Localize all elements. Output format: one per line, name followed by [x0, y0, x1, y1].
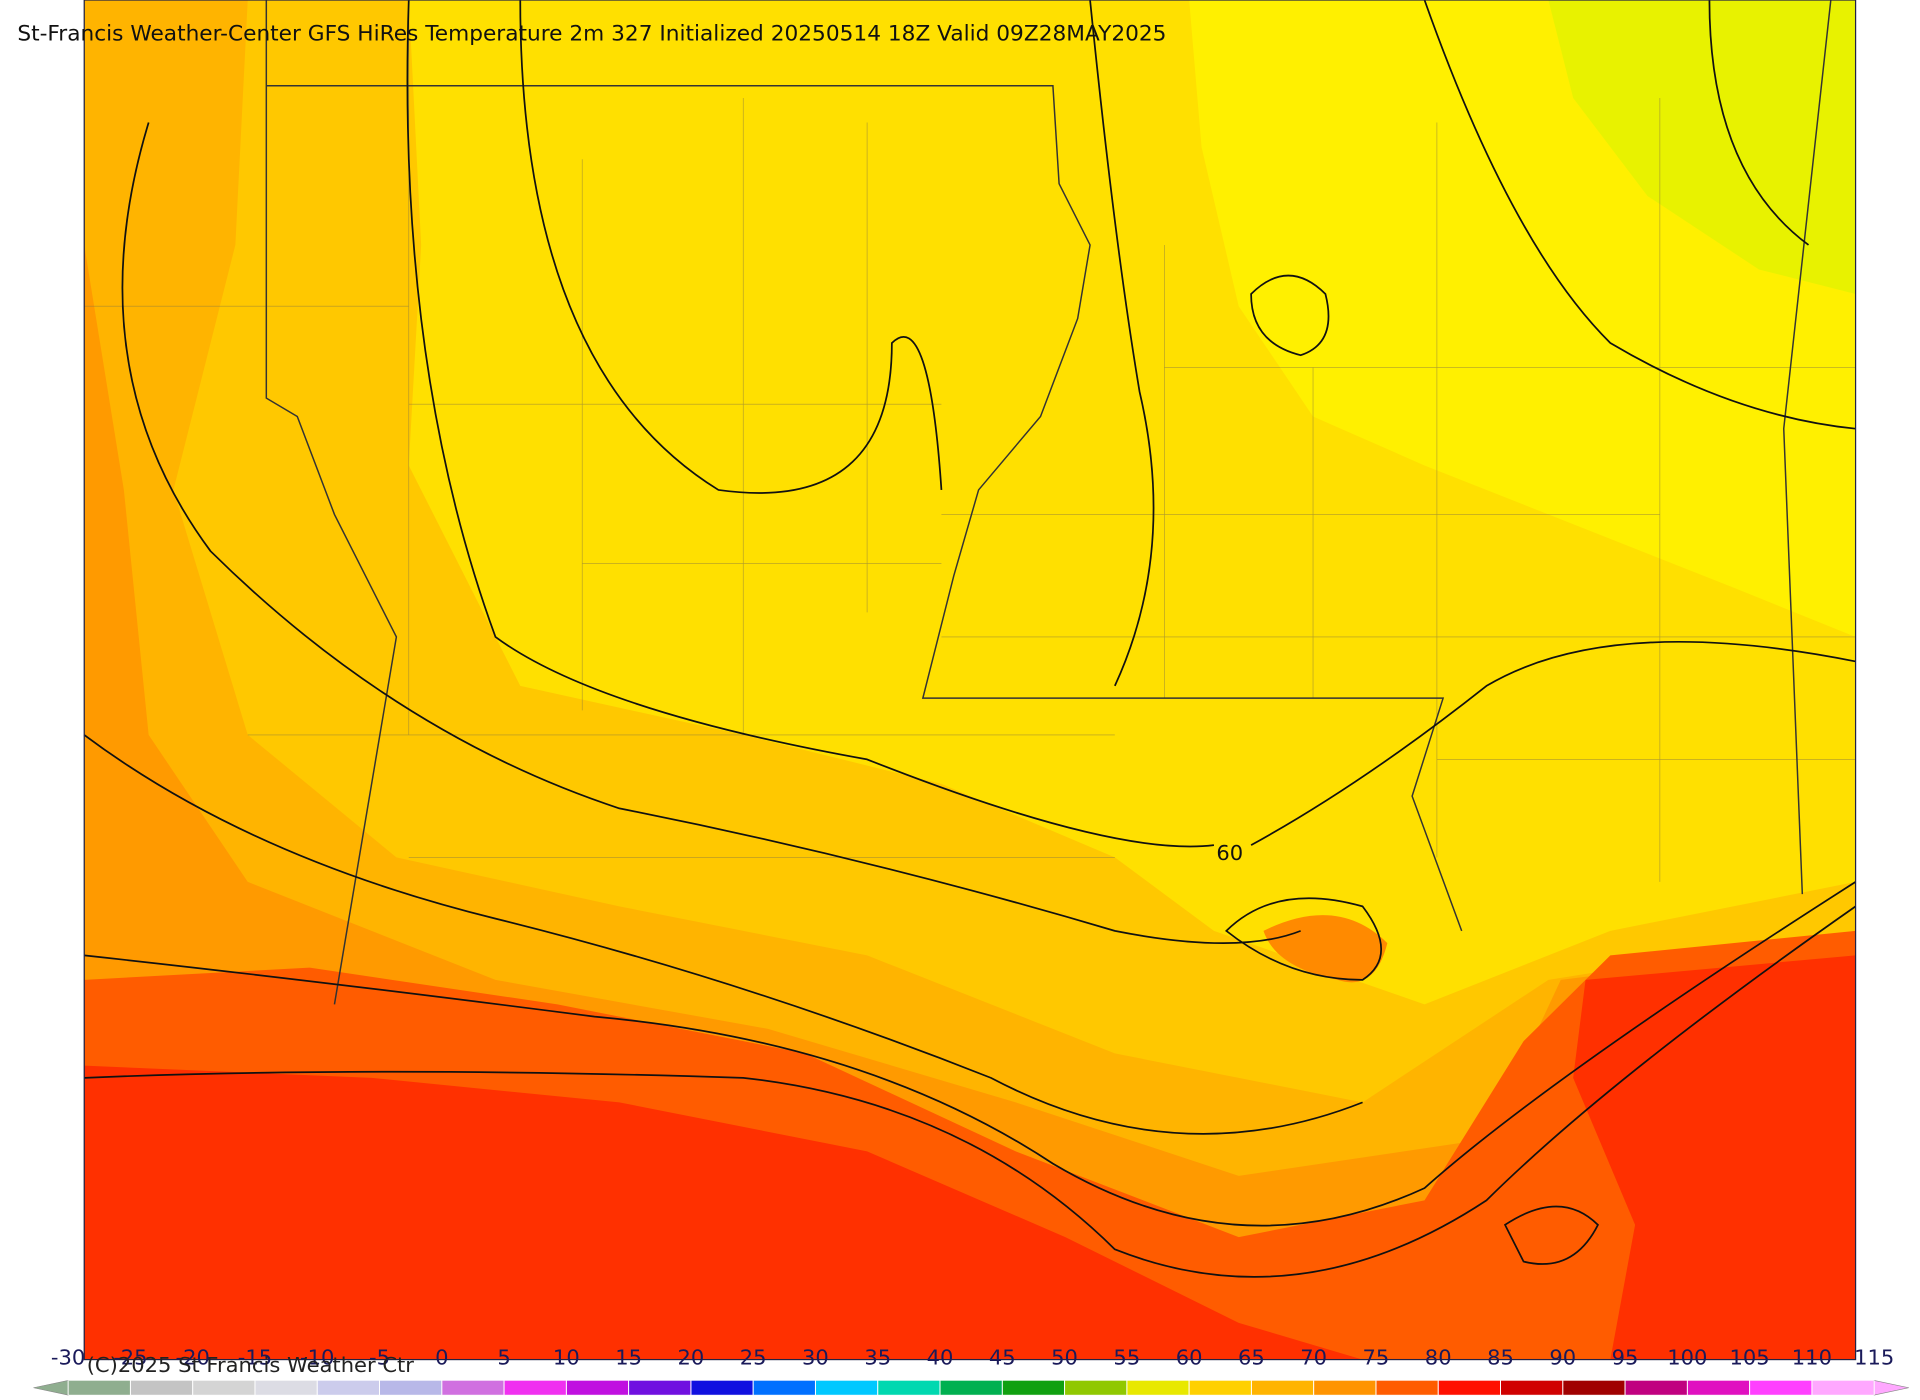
colorbar-tick-label: 110 [1792, 1346, 1832, 1370]
colorbar-tick-label: 95 [1612, 1346, 1639, 1370]
colorbar-tick-label: 105 [1730, 1346, 1770, 1370]
colorbar-swatch [1500, 1380, 1564, 1396]
colorbar-swatch [192, 1380, 256, 1396]
colorbar-tick-label: 85 [1487, 1346, 1514, 1370]
colorbar-tick-label: 100 [1667, 1346, 1707, 1370]
colorbar-swatch [1064, 1380, 1128, 1396]
colorbar-tick-label: 90 [1549, 1346, 1576, 1370]
colorbar-tick-label: 15 [615, 1346, 642, 1370]
colorbar-tick-label: 80 [1425, 1346, 1452, 1370]
colorbar-swatch [877, 1380, 941, 1396]
colorbar-tick-label: -15 [238, 1346, 272, 1370]
colorbar-swatch [1126, 1380, 1190, 1396]
colorbar-swatch [939, 1380, 1003, 1396]
colorbar-tick-label: 60 [1176, 1346, 1203, 1370]
colorbar-tick-label: 55 [1113, 1346, 1140, 1370]
colorbar-tick-label: 30 [802, 1346, 829, 1370]
colorbar-swatch [815, 1380, 879, 1396]
colorbar-tick-label: 50 [1051, 1346, 1078, 1370]
colorbar-tick-label: 35 [864, 1346, 891, 1370]
colorbar-swatch [752, 1380, 816, 1396]
colorbar-tick-label: 0 [435, 1346, 448, 1370]
colorbar-tick-label: -25 [113, 1346, 147, 1370]
fill-red [84, 955, 1856, 1360]
colorbar-swatch [379, 1380, 443, 1396]
colorbar-swatch [1001, 1380, 1065, 1396]
colorbar-swatch [1624, 1380, 1688, 1396]
colorbar-swatch [441, 1380, 505, 1396]
county-lines [84, 0, 1856, 882]
colorbar-tick-label: -30 [51, 1346, 85, 1370]
colorbar-tick-label: 75 [1363, 1346, 1390, 1370]
contour-label: 60 [1216, 841, 1243, 865]
colorbar-swatch [1562, 1380, 1626, 1396]
colorbar-tick-label: 45 [989, 1346, 1016, 1370]
colorbar-tick-label: 115 [1854, 1346, 1894, 1370]
colorbar-tick-label: 10 [553, 1346, 580, 1370]
colorbar-tick-label: 5 [497, 1346, 510, 1370]
colorbar-tick-label: -10 [300, 1346, 334, 1370]
colorbar-tick-label: 25 [740, 1346, 767, 1370]
colorbar-tick-label: 20 [677, 1346, 704, 1370]
colorbar-swatch [316, 1380, 380, 1396]
colorbar-swatch [254, 1380, 318, 1396]
fill-warm-spot [1263, 915, 1388, 983]
credit: (C)2025 St Francis Weather Ctr [87, 1353, 415, 1377]
colorbar-swatch [1251, 1380, 1314, 1396]
colorbar-tick-label: 70 [1300, 1346, 1327, 1370]
colorbar-swatch [67, 1380, 131, 1396]
fill-yellow-green [1548, 0, 1856, 294]
map-title: St-Francis Weather-Center GFS HiRes Temp… [17, 22, 1166, 47]
colorbar: -30 -25 -20 -15 -10 -5 0 5 10 15 20 25 30 35 40 45 50 55 6… [33, 1346, 1909, 1396]
colorbar-swatch [1749, 1380, 1813, 1396]
colorbar-swatch [690, 1380, 754, 1396]
colorbar-tick-label: -20 [175, 1346, 209, 1370]
colorbar-swatch [130, 1380, 193, 1396]
colorbar-swatch [566, 1380, 629, 1396]
colorbar-swatch [503, 1380, 567, 1396]
colorbar-end-left [33, 1380, 69, 1396]
colorbar-swatch [628, 1380, 692, 1396]
colorbar-swatch [1313, 1380, 1377, 1396]
colorbar-swatch [1811, 1380, 1875, 1396]
colorbar-end-right [1873, 1380, 1909, 1396]
state-borders [265, 0, 1832, 1005]
map-fill [84, 0, 1856, 1360]
isotherms [83, 0, 1857, 1278]
colorbar-tick-label: -5 [369, 1346, 390, 1370]
colorbar-swatch [1437, 1380, 1501, 1396]
colorbar-swatch [1687, 1380, 1750, 1396]
colorbar-swatch [1375, 1380, 1439, 1396]
colorbar-tick-label: 65 [1238, 1346, 1265, 1370]
map-frame [83, 0, 1857, 1361]
colorbar-swatch [1188, 1380, 1252, 1396]
colorbar-tick-label: 40 [927, 1346, 954, 1370]
